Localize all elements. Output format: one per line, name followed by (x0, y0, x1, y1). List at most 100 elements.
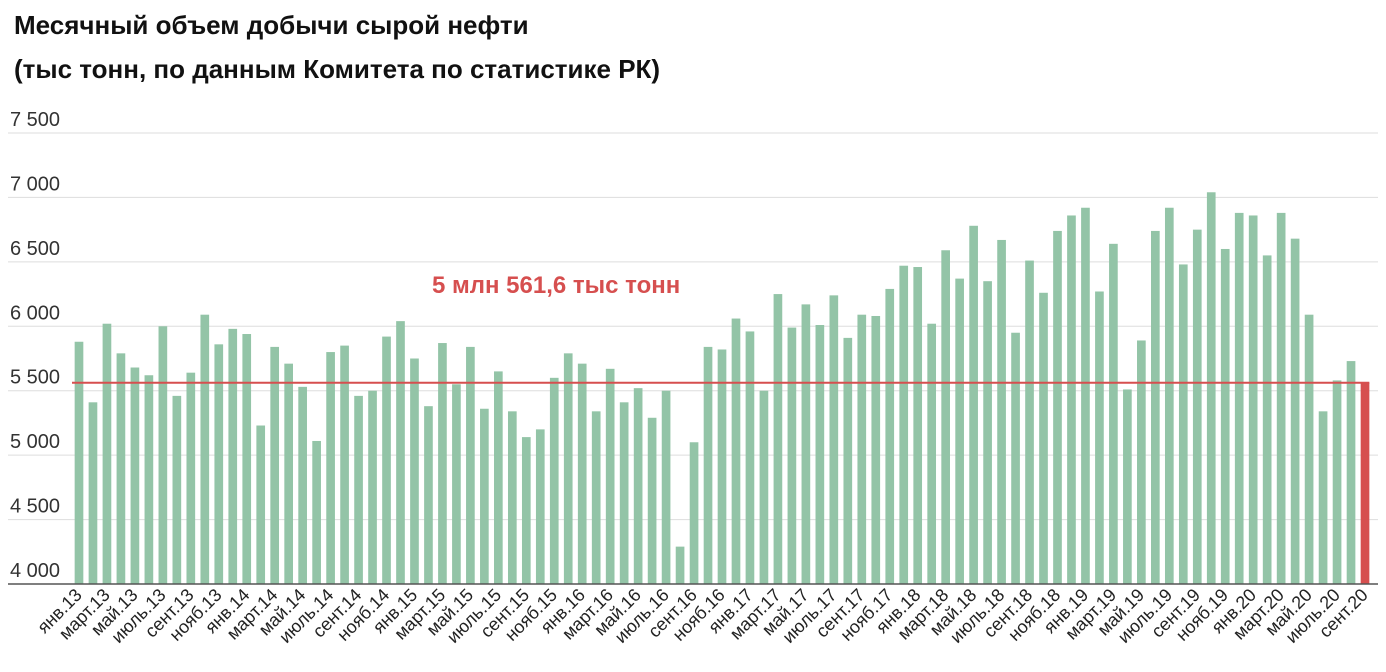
bar (144, 375, 154, 584)
bar (885, 288, 895, 584)
bar (773, 294, 783, 584)
bar (689, 442, 699, 584)
bar (745, 331, 755, 584)
bar (74, 341, 84, 584)
bar (605, 368, 615, 584)
bar-highlight (1360, 382, 1370, 584)
bar (927, 323, 937, 584)
bar (969, 225, 978, 584)
bar (1109, 243, 1118, 584)
bar (1095, 291, 1104, 584)
reference-line-label: 5 млн 561,6 тыс тонн (432, 272, 680, 299)
bar (703, 346, 713, 584)
bar (312, 440, 321, 584)
bar (1332, 380, 1342, 584)
bar (1234, 212, 1244, 584)
bar (130, 367, 140, 584)
y-tick-label: 4 000 (10, 560, 60, 582)
bar (661, 390, 671, 584)
bar (1081, 207, 1090, 585)
bar (549, 377, 559, 584)
bar (382, 336, 391, 584)
bar (368, 390, 377, 584)
reference-line-group: 5 млн 561,6 тыс тонн (72, 272, 1370, 384)
bar (731, 318, 741, 584)
y-axis-tick-labels: 4 000 4 500 5 000 5 500 6 000 6 500 7 000 7 500 (10, 109, 60, 582)
bar (284, 363, 293, 584)
bar (494, 371, 503, 584)
bar (983, 281, 992, 584)
bar (591, 411, 601, 584)
bar (1025, 260, 1034, 584)
bar (466, 346, 475, 584)
y-tick-label: 6 000 (10, 302, 60, 324)
y-tick-label: 6 500 (10, 238, 60, 260)
bar (717, 349, 727, 584)
bar (1137, 340, 1146, 584)
bar (1053, 230, 1062, 584)
bar (1262, 255, 1272, 584)
bar (1178, 264, 1188, 584)
bar (424, 406, 433, 584)
bar (1151, 230, 1160, 584)
bar (563, 353, 573, 584)
bar (1304, 314, 1314, 584)
bar (354, 395, 363, 584)
y-tick-label: 7 000 (10, 173, 60, 195)
bar (633, 388, 643, 584)
bar (1039, 292, 1048, 584)
bar (1276, 212, 1286, 584)
bar (172, 395, 182, 584)
bar (396, 321, 405, 584)
bar (298, 386, 307, 584)
bar (214, 344, 224, 584)
bar (228, 328, 238, 584)
bar (1248, 215, 1258, 584)
bar (619, 402, 629, 584)
bar (438, 343, 447, 584)
bar (647, 417, 657, 584)
y-tick-label: 5 500 (10, 367, 60, 389)
bar (507, 411, 517, 584)
y-tick-label: 7 500 (10, 109, 60, 131)
bar (857, 314, 867, 584)
bar (256, 425, 266, 584)
bar (200, 314, 210, 584)
bar (340, 345, 349, 584)
bar (270, 346, 280, 584)
bar (787, 327, 797, 584)
chart-title: Месячный объем добычи сырой нефти (14, 10, 529, 40)
bar (452, 384, 461, 584)
bar (521, 437, 531, 584)
bar (815, 325, 825, 584)
bar (1220, 248, 1230, 584)
bar (759, 390, 769, 584)
bar (480, 408, 489, 584)
bar (899, 265, 909, 584)
chart-subtitle: (тыс тонн, по данным Комитета по статист… (14, 54, 661, 84)
bar (843, 337, 853, 584)
bar (410, 358, 419, 584)
y-tick-label: 5 000 (10, 431, 60, 453)
bar (913, 267, 923, 584)
bar (158, 326, 168, 584)
bar (1192, 229, 1202, 584)
x-axis-tick-labels: янв.13март.13май.13июль.13сент.13нояб.13… (33, 585, 1372, 647)
bar (1164, 207, 1174, 585)
bar (577, 363, 587, 584)
bar (102, 323, 112, 584)
bar (871, 315, 881, 584)
bar (829, 295, 839, 584)
bar-series (74, 192, 1370, 585)
bar (1011, 332, 1020, 584)
bar (116, 353, 126, 584)
bar (955, 278, 964, 584)
y-tick-label: 4 500 (10, 496, 60, 518)
bar (326, 352, 335, 584)
bar (1206, 192, 1216, 584)
bar (242, 334, 252, 584)
bar (1318, 411, 1328, 584)
bar (1067, 215, 1076, 584)
bar (186, 372, 196, 584)
